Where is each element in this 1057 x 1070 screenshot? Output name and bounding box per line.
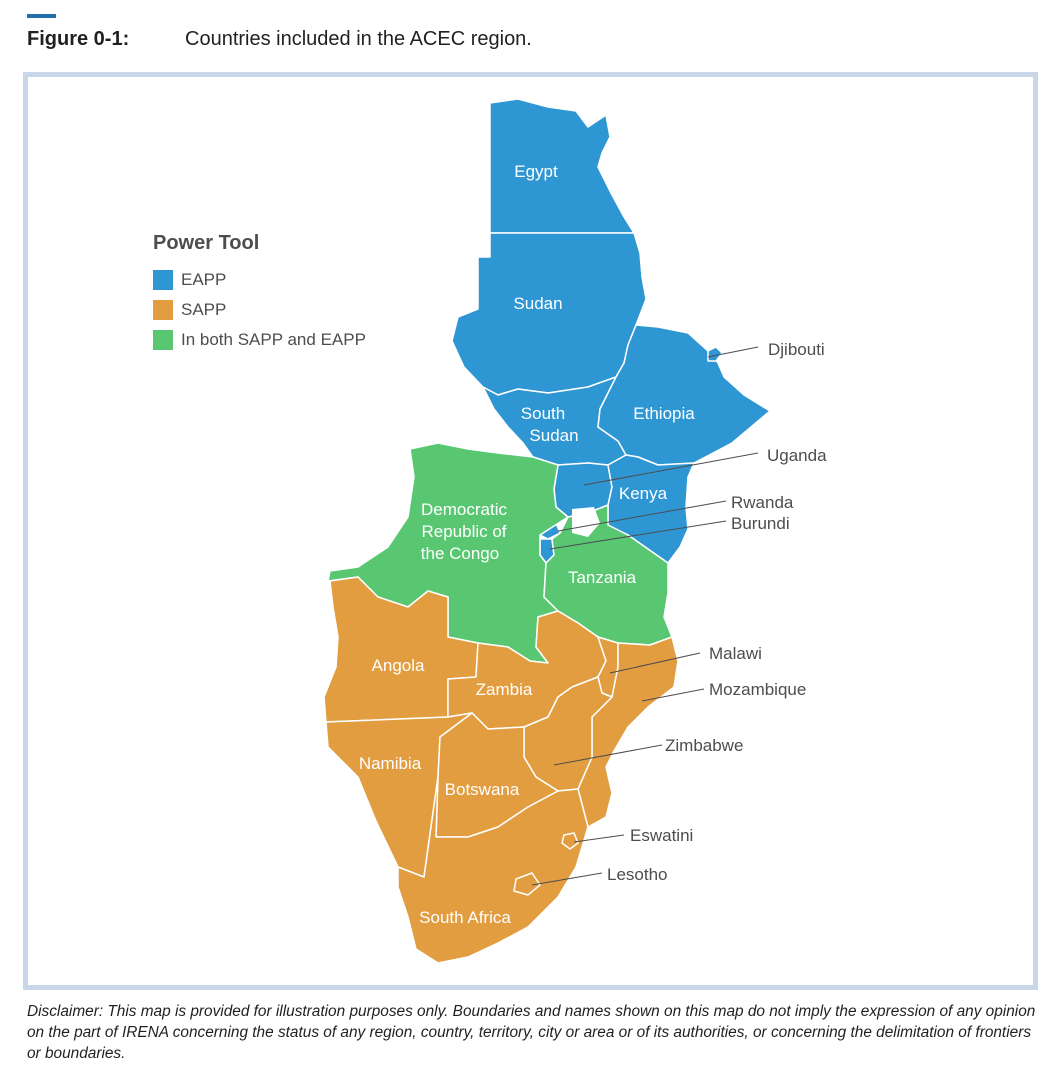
label-sudan: Sudan — [513, 294, 562, 313]
label-tanzania: Tanzania — [568, 568, 637, 587]
leader-lesotho — [531, 872, 603, 886]
country-egypt — [489, 98, 635, 234]
label-uganda: Uganda — [767, 446, 827, 465]
label-namibia: Namibia — [359, 754, 422, 773]
country-sudan — [451, 232, 647, 396]
label-ethiopia: Ethiopia — [633, 404, 695, 423]
label-zambia: Zambia — [476, 680, 533, 699]
label-lesotho: Lesotho — [607, 865, 668, 884]
leader-zimbabwe — [553, 744, 663, 766]
label-djibouti: Djibouti — [768, 340, 825, 359]
country-ethiopia — [597, 324, 771, 466]
label-angola: Angola — [372, 656, 425, 675]
legend-label-sapp: SAPP — [181, 300, 227, 319]
country-eswatini — [561, 832, 579, 850]
label-drc-2: Republic of — [421, 522, 506, 541]
label-malawi: Malawi — [709, 644, 762, 663]
label-zimbabwe: Zimbabwe — [665, 736, 743, 755]
leader-djibouti — [707, 346, 759, 358]
legend-label-eapp: EAPP — [181, 270, 227, 289]
leader-mozambique — [641, 688, 705, 702]
legend-label-both: In both SAPP and EAPP — [181, 330, 366, 349]
label-mozambique: Mozambique — [709, 680, 806, 699]
legend-item-sapp: SAPP — [153, 295, 366, 325]
label-egypt: Egypt — [514, 162, 558, 181]
leader-burundi — [549, 520, 727, 550]
label-rwanda: Rwanda — [731, 493, 794, 512]
leader-rwanda — [557, 500, 727, 532]
label-eswatini: Eswatini — [630, 826, 693, 845]
disclaimer-text: Disclaimer: This map is provided for ill… — [27, 1003, 1036, 1062]
label-kenya: Kenya — [619, 484, 668, 503]
figure-number: Figure 0-1: — [27, 28, 130, 50]
map-frame: Egypt Sudan South Sudan Ethiopia Kenya D… — [23, 72, 1038, 990]
country-djibouti — [707, 346, 723, 362]
leader-uganda — [583, 452, 759, 486]
legend-swatch-both — [153, 330, 173, 350]
label-drc-3: the Congo — [421, 544, 499, 563]
legend-swatch-sapp — [153, 300, 173, 320]
africa-map: Egypt Sudan South Sudan Ethiopia Kenya D… — [323, 98, 827, 964]
label-botswana: Botswana — [445, 780, 520, 799]
label-south-sudan-1: South — [521, 404, 565, 423]
country-lesotho — [513, 872, 541, 896]
leader-malawi — [609, 652, 701, 674]
header-accent-rule — [27, 14, 56, 18]
map-legend: Power Tool EAPP SAPP In both SAPP and EA… — [153, 232, 366, 355]
legend-title: Power Tool — [153, 232, 260, 254]
label-drc-1: Democratic — [421, 500, 507, 519]
label-burundi: Burundi — [731, 514, 790, 533]
legend-item-eapp: EAPP — [153, 265, 366, 295]
figure-heading: Figure 0-1: Countries included in the AC… — [27, 28, 532, 51]
figure-caption: Countries included in the ACEC region. — [185, 28, 532, 50]
legend-item-both: In both SAPP and EAPP — [153, 325, 366, 355]
label-south-sudan-2: Sudan — [529, 426, 578, 445]
country-south-africa — [397, 776, 589, 964]
lake-victoria — [572, 507, 600, 537]
legend-swatch-eapp — [153, 270, 173, 290]
leader-eswatini — [573, 834, 625, 843]
label-south-africa: South Africa — [419, 908, 511, 927]
